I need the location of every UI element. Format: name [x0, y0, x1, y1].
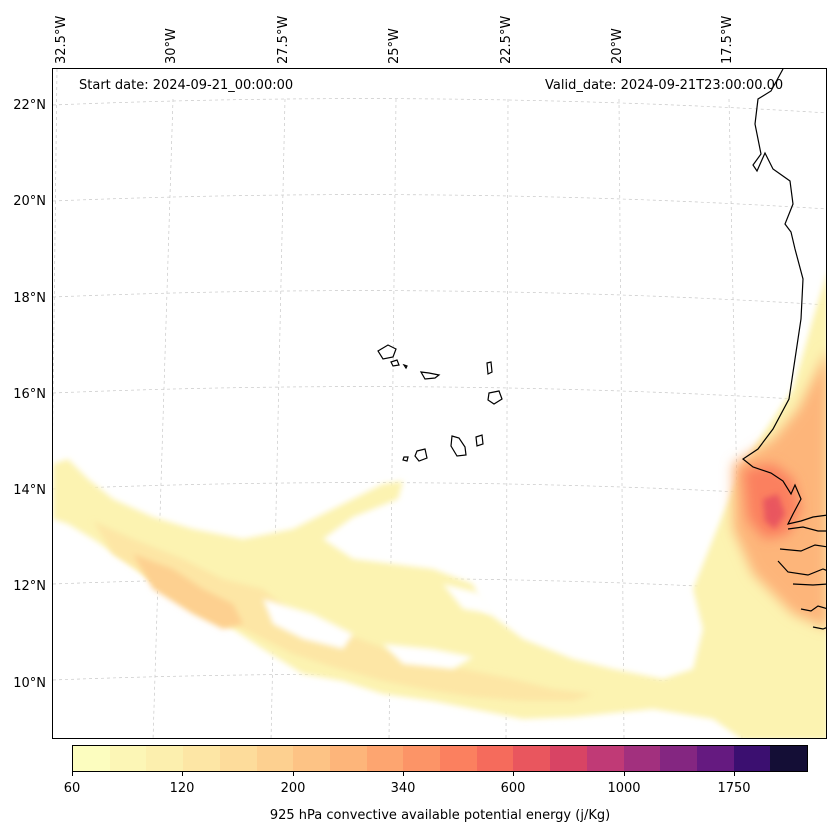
lat-label-10n: 10°N	[13, 676, 46, 691]
island-santa-luzia	[402, 363, 408, 370]
cape-band-mid	[133, 554, 243, 629]
lat-label-14n: 14°N	[13, 483, 46, 498]
cape-verde-islands	[377, 344, 503, 462]
island-sal	[486, 361, 493, 375]
island-brava	[402, 456, 409, 462]
lat-label-16n: 16°N	[13, 387, 46, 402]
lon-label-17-5w: 17.5°W	[720, 15, 735, 64]
lon-label-22-5w: 22.5°W	[499, 15, 514, 64]
cape-field-map	[53, 69, 826, 738]
lon-label-20w: 20°W	[610, 28, 625, 64]
colorbar-segment-8	[366, 746, 404, 771]
island-sao-vicente	[390, 359, 400, 367]
colorbar-segment-3	[183, 746, 220, 771]
lon-label-27-5w: 27.5°W	[276, 15, 291, 64]
cape-shading	[53, 275, 826, 738]
cape-band-peak	[763, 494, 785, 529]
start-date-label: Start date: 2024-09-21_00:00:00	[79, 78, 294, 93]
colorbar-segment-4	[219, 746, 257, 771]
colorbar-tickmark-1750	[734, 772, 735, 776]
colorbar-segment-12	[513, 746, 551, 771]
colorbar-tick-1000: 1000	[607, 781, 641, 796]
colorbar-segment-18	[733, 746, 771, 771]
colorbar-tick-200: 200	[280, 781, 306, 796]
colorbar-segment-14	[586, 746, 624, 771]
lat-label-18n: 18°N	[13, 291, 46, 306]
valid-date-label: Valid_date: 2024-09-21T23:00:00.00	[545, 78, 784, 93]
cape-band-low	[93, 521, 593, 701]
colorbar-segment-13	[550, 746, 587, 771]
island-fogo	[414, 448, 428, 462]
lat-label-22n: 22°N	[13, 98, 46, 113]
lon-label-30w: 30°W	[164, 28, 179, 64]
colorbar-label: 925 hPa convective available potential e…	[269, 808, 611, 823]
colorbar-tick-1750: 1750	[717, 781, 751, 796]
colorbar	[72, 745, 808, 772]
colorbar-segment-1	[109, 746, 147, 771]
colorbar-tick-120: 120	[169, 781, 195, 796]
colorbar-segment-15	[623, 746, 661, 771]
colorbar-segment-19	[770, 746, 808, 771]
colorbar-segment-17	[696, 746, 734, 771]
lat-label-12n: 12°N	[13, 579, 46, 594]
colorbar-tickmark-200	[293, 772, 294, 776]
colorbar-segment-2	[146, 746, 184, 771]
colorbar-tick-600: 600	[500, 781, 526, 796]
island-boa-vista	[487, 390, 503, 405]
colorbar-segment-16	[660, 746, 697, 771]
map-panel	[52, 68, 827, 739]
colorbar-tick-340: 340	[390, 781, 416, 796]
colorbar-segment-11	[476, 746, 514, 771]
colorbar-segment-9	[403, 746, 441, 771]
island-santo-antao	[377, 344, 397, 360]
colorbar-segment-10	[440, 746, 477, 771]
colorbar-tickmark-120	[182, 772, 183, 776]
cape-gaps	[263, 584, 493, 669]
lat-label-20n: 20°N	[13, 194, 46, 209]
colorbar-segment-5	[256, 746, 294, 771]
lon-label-32-5w: 32.5°W	[54, 15, 69, 64]
island-sao-nicolau	[419, 371, 441, 380]
africa-coastline	[741, 69, 826, 630]
colorbar-tickmark-1000	[624, 772, 625, 776]
island-santiago	[450, 435, 467, 457]
colorbar-tickmark-60	[72, 772, 73, 776]
colorbar-tickmark-600	[513, 772, 514, 776]
colorbar-tickmark-340	[403, 772, 404, 776]
lon-label-25w: 25°W	[387, 28, 402, 64]
colorbar-tick-60: 60	[63, 781, 81, 796]
colorbar-segment-6	[293, 746, 330, 771]
island-maio	[475, 434, 484, 447]
colorbar-segment-7	[329, 746, 367, 771]
colorbar-segment-0	[73, 746, 110, 771]
